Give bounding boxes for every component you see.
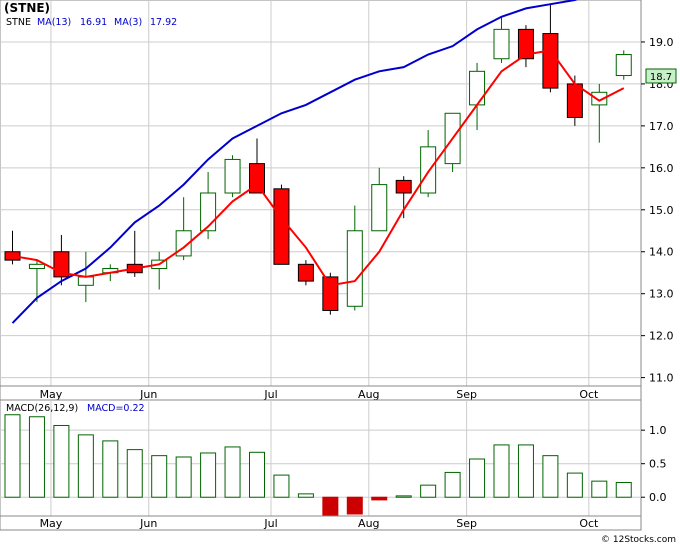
macd-bar-5: [126, 449, 143, 498]
macd-bar-18: [444, 471, 461, 498]
macd-ytick-label-1: 0.5: [649, 458, 667, 471]
credit-text: © 12Stocks.com: [601, 535, 676, 545]
price-xaxis-band: [0, 385, 642, 401]
macd-bar-20: [493, 444, 510, 498]
candle-body-3: [77, 276, 94, 286]
macd-ytick-label-0: 0.0: [649, 491, 667, 504]
macd-bar-23: [566, 472, 583, 498]
candle-body-19: [469, 70, 486, 106]
price-xtick-label-3: Aug: [358, 388, 379, 401]
macd-bar-1: [28, 416, 45, 498]
macd-bar-16: [395, 495, 412, 498]
candle-body-21: [517, 28, 534, 60]
price-plot-area: [0, 0, 642, 387]
price-ytick-label-0: 11.0: [649, 372, 674, 385]
macd-bar-10: [249, 451, 265, 498]
price-ytick-label-5: 16.0: [649, 162, 674, 175]
macd-bar-8: [200, 452, 217, 498]
macd-xtick-label-5: Oct: [579, 517, 599, 530]
price-xtick-label-5: Oct: [579, 388, 599, 401]
legend-ma13-label: MA(13): [37, 17, 71, 28]
candle-body-8: [200, 192, 217, 232]
candle-body-25: [615, 54, 632, 77]
candle-body-11: [273, 188, 290, 265]
price-ytick-label-8: 19.0: [649, 36, 674, 49]
macd-bar-3: [77, 434, 94, 498]
macd-bar-14: [346, 496, 363, 515]
macd-bar-0: [4, 414, 21, 498]
macd-bar-15: [371, 496, 388, 501]
candle-body-1: [28, 263, 45, 270]
macd-xtick-label-2: Jul: [263, 517, 277, 530]
candle-body-9: [224, 158, 241, 194]
macd-bar-25: [615, 481, 632, 498]
macd-bar-6: [151, 455, 168, 498]
macd-bar-12: [297, 493, 314, 498]
ma3-line: [12, 49, 625, 287]
candle-body-12: [297, 263, 314, 282]
candle-body-16: [395, 179, 412, 194]
macd-bar-7: [175, 456, 192, 498]
legend-macd-label: MACD(26,12,9): [6, 403, 78, 414]
macd-xtick-label-1: Jun: [139, 517, 157, 530]
macd-xaxis-band: [0, 515, 642, 531]
legend-ticker: STNE: [6, 17, 31, 28]
price-ytick-label-3: 14.0: [649, 246, 674, 259]
price-xtick-label-0: May: [40, 388, 63, 401]
last-price-badge: 18.7: [645, 68, 677, 84]
macd-bar-22: [542, 455, 559, 498]
last-price-badge-box: [645, 68, 677, 84]
legend-ma3-value: 17.92: [150, 17, 177, 28]
legend-macd-value: MACD=0.22: [87, 403, 145, 414]
macd-xtick-label-3: Aug: [358, 517, 379, 530]
price-ytick-label-4: 15.0: [649, 204, 674, 217]
candle-body-14: [346, 230, 363, 307]
macd-ytick-label-2: 1.0: [649, 424, 667, 437]
price-ytick-label-6: 17.0: [649, 120, 674, 133]
price-xtick-label-4: Sep: [456, 388, 477, 401]
legend-ma13-value: 16.91: [80, 17, 107, 28]
candle-body-10: [249, 163, 265, 194]
candle-body-20: [493, 28, 510, 60]
macd-bar-21: [517, 444, 534, 498]
macd-bar-2: [53, 424, 70, 498]
macd-xtick-label-4: Sep: [456, 517, 477, 530]
chart-title: (STNE): [4, 1, 50, 15]
price-xtick-label-2: Jul: [263, 388, 277, 401]
macd-legend: MACD(26,12,9) MACD=0.22: [6, 403, 145, 414]
price-ytick-label-2: 13.0: [649, 288, 674, 301]
macd-xtick-label-0: May: [40, 517, 63, 530]
price-xtick-label-1: Jun: [139, 388, 157, 401]
legend-ma3-label: MA(3): [114, 17, 142, 28]
candle-body-24: [591, 91, 608, 106]
macd-panel: 0.0 0.5 1.0 May Jun Jul Aug Sep Oct: [0, 399, 667, 531]
macd-bar-24: [591, 480, 608, 498]
candle-body-13: [322, 276, 339, 311]
macd-bar-17: [420, 484, 437, 498]
ma13-line: [11, 0, 578, 324]
candle-body-15: [371, 184, 388, 232]
candle-body-17: [420, 146, 437, 194]
macd-bar-4: [102, 440, 119, 498]
macd-bar-13: [322, 496, 339, 516]
price-ytick-label-1: 12.0: [649, 330, 674, 343]
macd-bar-19: [469, 458, 486, 498]
candle-body-23: [566, 83, 583, 118]
price-legend: STNE MA(13) 16.91 MA(3) 17.92: [6, 17, 177, 28]
last-price-badge-text: 18.7: [650, 72, 672, 83]
macd-bar-9: [224, 446, 241, 498]
macd-bar-11: [273, 474, 290, 498]
candle-body-22: [542, 33, 559, 89]
